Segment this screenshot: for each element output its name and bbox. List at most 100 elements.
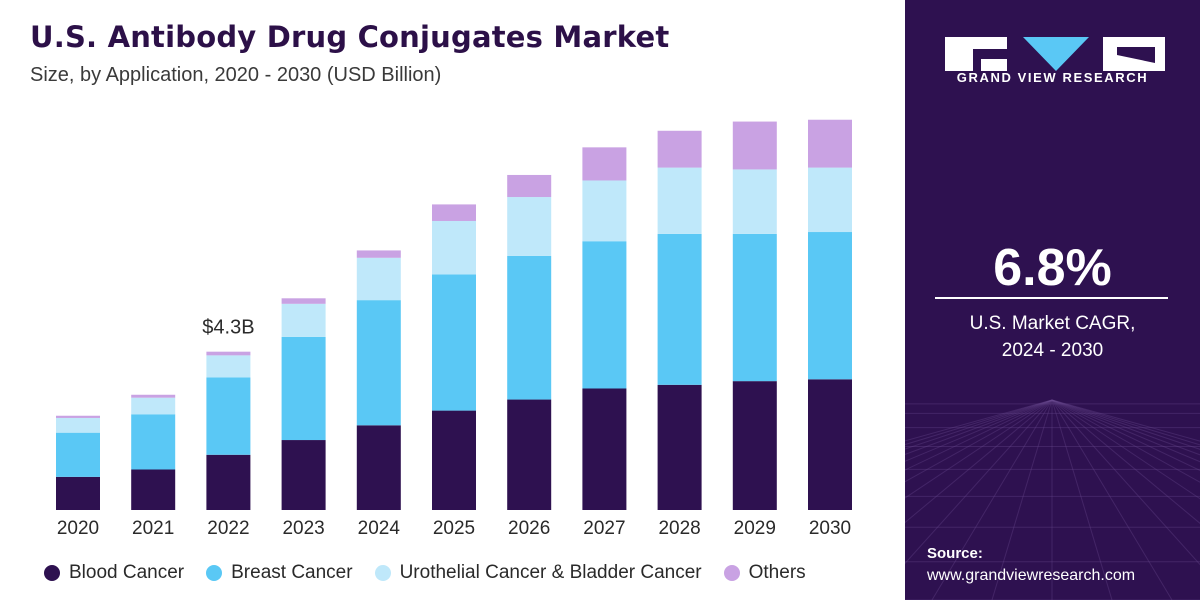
bar-2028-series-3: [657, 130, 702, 168]
legend-label: Urothelial Cancer & Bladder Cancer: [399, 562, 702, 583]
bar-2029-series-0: [732, 381, 777, 510]
grid-line: [1051, 399, 1173, 600]
bar-2022-series-1: [206, 377, 251, 455]
bar-2026-series-2: [507, 197, 552, 256]
grid-line: [905, 399, 1053, 524]
bar-2030-series-1: [808, 232, 852, 380]
bar-2027-series-0: [582, 388, 627, 510]
bar-2023-series-3: [281, 298, 326, 304]
bar-2026-series-1: [507, 255, 552, 400]
grid-line: [905, 399, 1053, 499]
legend-label: Breast Cancer: [231, 562, 353, 583]
x-tick-label: 2021: [132, 518, 174, 539]
source-url: www.grandviewresearch.com: [927, 567, 1136, 584]
x-tick-label: 2029: [734, 518, 776, 539]
chart-panel: U.S. Antibody Drug Conjugates Market Siz…: [30, 20, 852, 584]
grid-line: [1051, 399, 1200, 463]
grid-line: [931, 399, 1053, 600]
grid-line: [905, 399, 1053, 471]
chart-title: U.S. Antibody Drug Conjugates Market: [30, 20, 670, 54]
grid-line: [1051, 399, 1200, 472]
source-label: Source:: [927, 545, 983, 562]
bar-2026-series-3: [507, 174, 552, 198]
bar-2020-series-1: [56, 432, 100, 477]
gvr-logo-icon: [945, 37, 1165, 71]
bar-2024-series-3: [356, 250, 401, 258]
bar-2023-series-2: [281, 303, 326, 337]
legend-label: Others: [748, 562, 806, 583]
x-tick-label: 2027: [583, 518, 625, 539]
bar-2028-series-1: [657, 233, 702, 385]
legend-item: Breast Cancer: [206, 562, 353, 584]
bar-2030-series-2: [808, 167, 852, 233]
bar-2029-series-2: [732, 169, 777, 234]
x-tick-label: 2024: [358, 518, 401, 539]
cagr-label-line2: 2024 - 2030: [1001, 340, 1104, 361]
legend-item: Urothelial Cancer & Bladder Cancer: [374, 562, 702, 584]
cagr-label-line1: U.S. Market CAGR,: [969, 313, 1136, 334]
chart-legend: Blood Cancer Breast Cancer Urothelial Canc…: [44, 562, 828, 584]
legend-swatch: [206, 565, 223, 581]
bar-2025-series-3: [432, 204, 476, 221]
legend-item: Blood Cancer: [44, 562, 184, 584]
bar-2021-series-0: [131, 469, 176, 510]
grid-line: [905, 399, 1053, 455]
bar-2025-series-0: [432, 410, 476, 510]
bar-2022-series-0: [206, 454, 251, 510]
sidebar-panel: GRAND VIEW RESEARCH 6.8% U.S. Market CAG…: [905, 0, 1200, 600]
legend-label: Blood Cancer: [69, 562, 185, 583]
bar-2026-series-0: [507, 399, 552, 510]
grid-line: [1051, 399, 1200, 442]
legend-item: Others: [723, 562, 806, 584]
bar-2022-series-2: [206, 355, 251, 378]
bar-2029-series-1: [732, 233, 777, 382]
bar-2028-series-2: [657, 167, 702, 234]
grid-line: [905, 399, 1053, 483]
grid-line: [905, 399, 1053, 565]
value-annotation: $4.3B: [202, 317, 254, 339]
grid-line: [1051, 399, 1200, 483]
bar-2021-series-3: [131, 394, 176, 398]
bar-2021-series-2: [131, 397, 176, 415]
x-tick-label: 2022: [207, 518, 249, 539]
cagr-value: 6.8%: [993, 239, 1112, 297]
grid-line: [1051, 399, 1200, 500]
x-tick-label: 2026: [508, 518, 550, 539]
legend-swatch: [374, 565, 391, 581]
bar-2028-series-0: [657, 384, 702, 510]
cagr-label: U.S. Market CAGR, 2024 - 2030: [905, 310, 1200, 364]
brand-name: GRAND VIEW RESEARCH: [956, 70, 1149, 85]
bar-2022-series-3: [206, 351, 251, 356]
bar-2024-series-2: [356, 257, 401, 301]
cagr-divider: [935, 297, 1168, 299]
bar-2027-series-3: [582, 147, 627, 181]
wireframe-grid-decoration: [905, 399, 1200, 600]
grid-line: [905, 399, 1053, 446]
grid-line: [1051, 399, 1113, 600]
legend-swatch: [44, 565, 60, 581]
x-tick-label: 2025: [433, 518, 475, 539]
grid-line: [905, 399, 1053, 442]
grid-line: [1051, 399, 1200, 450]
grid-line: [1051, 399, 1200, 456]
bar-2024-series-0: [356, 425, 401, 510]
bar-2025-series-2: [432, 220, 476, 275]
bar-2030-series-0: [808, 379, 852, 510]
x-tick-label: 2030: [809, 518, 851, 539]
grid-line: [905, 399, 1053, 450]
bar-2027-series-1: [582, 241, 627, 389]
grid-line: [991, 399, 1053, 600]
bar-2030-series-3: [808, 119, 852, 168]
x-tick-label: 2028: [658, 518, 700, 539]
grid-line: [1051, 399, 1200, 446]
bar-2024-series-1: [356, 300, 401, 426]
x-tick-label: 2023: [282, 518, 324, 539]
bar-2020-series-3: [56, 415, 100, 418]
bar-2020-series-2: [56, 417, 100, 433]
grid-line: [1051, 399, 1200, 566]
legend-swatch: [723, 565, 740, 581]
x-tick-label: 2020: [57, 518, 99, 539]
grid-line: [1051, 399, 1200, 524]
bar-2027-series-2: [582, 180, 627, 242]
